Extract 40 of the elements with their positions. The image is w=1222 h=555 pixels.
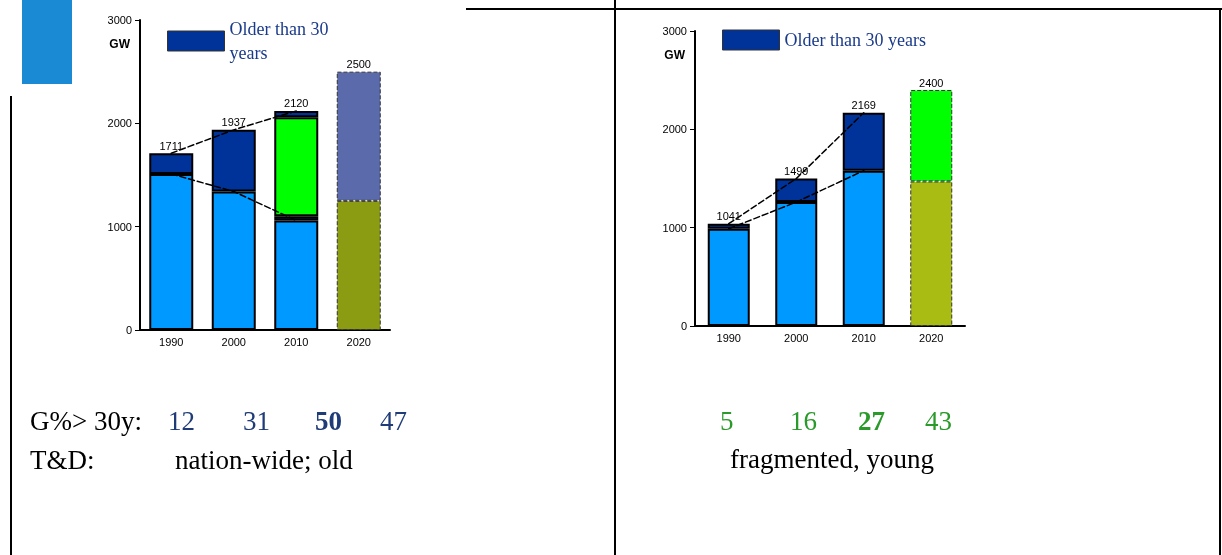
x-tick-label: 2020 <box>919 331 944 344</box>
x-tick-label: 2000 <box>784 331 809 344</box>
text: nation-wide; old <box>175 445 353 475</box>
total-label: 1711 <box>159 139 184 152</box>
text: 47 <box>380 406 407 436</box>
y-tick-label: 2000 <box>662 123 687 136</box>
y-tick-label: 3000 <box>662 25 687 37</box>
x-tick-label: 2000 <box>221 335 246 348</box>
y-axis-title: GW <box>109 37 131 51</box>
total-label: 1937 <box>221 116 246 129</box>
text: 5 <box>720 406 734 436</box>
total-label: 1499 <box>784 165 809 178</box>
total-label: 2120 <box>284 97 309 110</box>
x-tick-label: 2010 <box>851 331 876 344</box>
legend-label: Older than 30 years <box>784 30 926 50</box>
text: fragmented, young <box>730 444 934 474</box>
legend-label: Older than 30 years <box>229 19 333 63</box>
text: 16 <box>790 406 817 436</box>
text: 27 <box>858 406 885 436</box>
total-label: 2500 <box>346 58 371 71</box>
text: G%> 30y: <box>30 406 142 436</box>
x-tick-label: 2020 <box>346 335 371 348</box>
x-tick-label: 2010 <box>284 335 309 348</box>
total-label: 2169 <box>851 99 876 112</box>
total-label: 1041 <box>716 210 741 223</box>
total-label: 2400 <box>919 76 944 89</box>
text: 50 <box>315 406 342 436</box>
x-tick-label: 1990 <box>716 331 741 344</box>
y-tick-label: 0 <box>125 324 132 336</box>
y-tick-label: 0 <box>680 320 687 332</box>
y-tick-label: 1000 <box>662 221 687 234</box>
y-tick-label: 3000 <box>107 14 132 26</box>
text: 12 <box>168 406 195 436</box>
text: 43 <box>925 406 952 436</box>
y-tick-label: 1000 <box>107 220 132 233</box>
y-axis-title: GW <box>664 48 686 62</box>
text: 31 <box>243 406 270 436</box>
text: T&D: <box>30 445 95 475</box>
x-tick-label: 1990 <box>159 335 184 348</box>
y-tick-label: 2000 <box>107 117 132 130</box>
